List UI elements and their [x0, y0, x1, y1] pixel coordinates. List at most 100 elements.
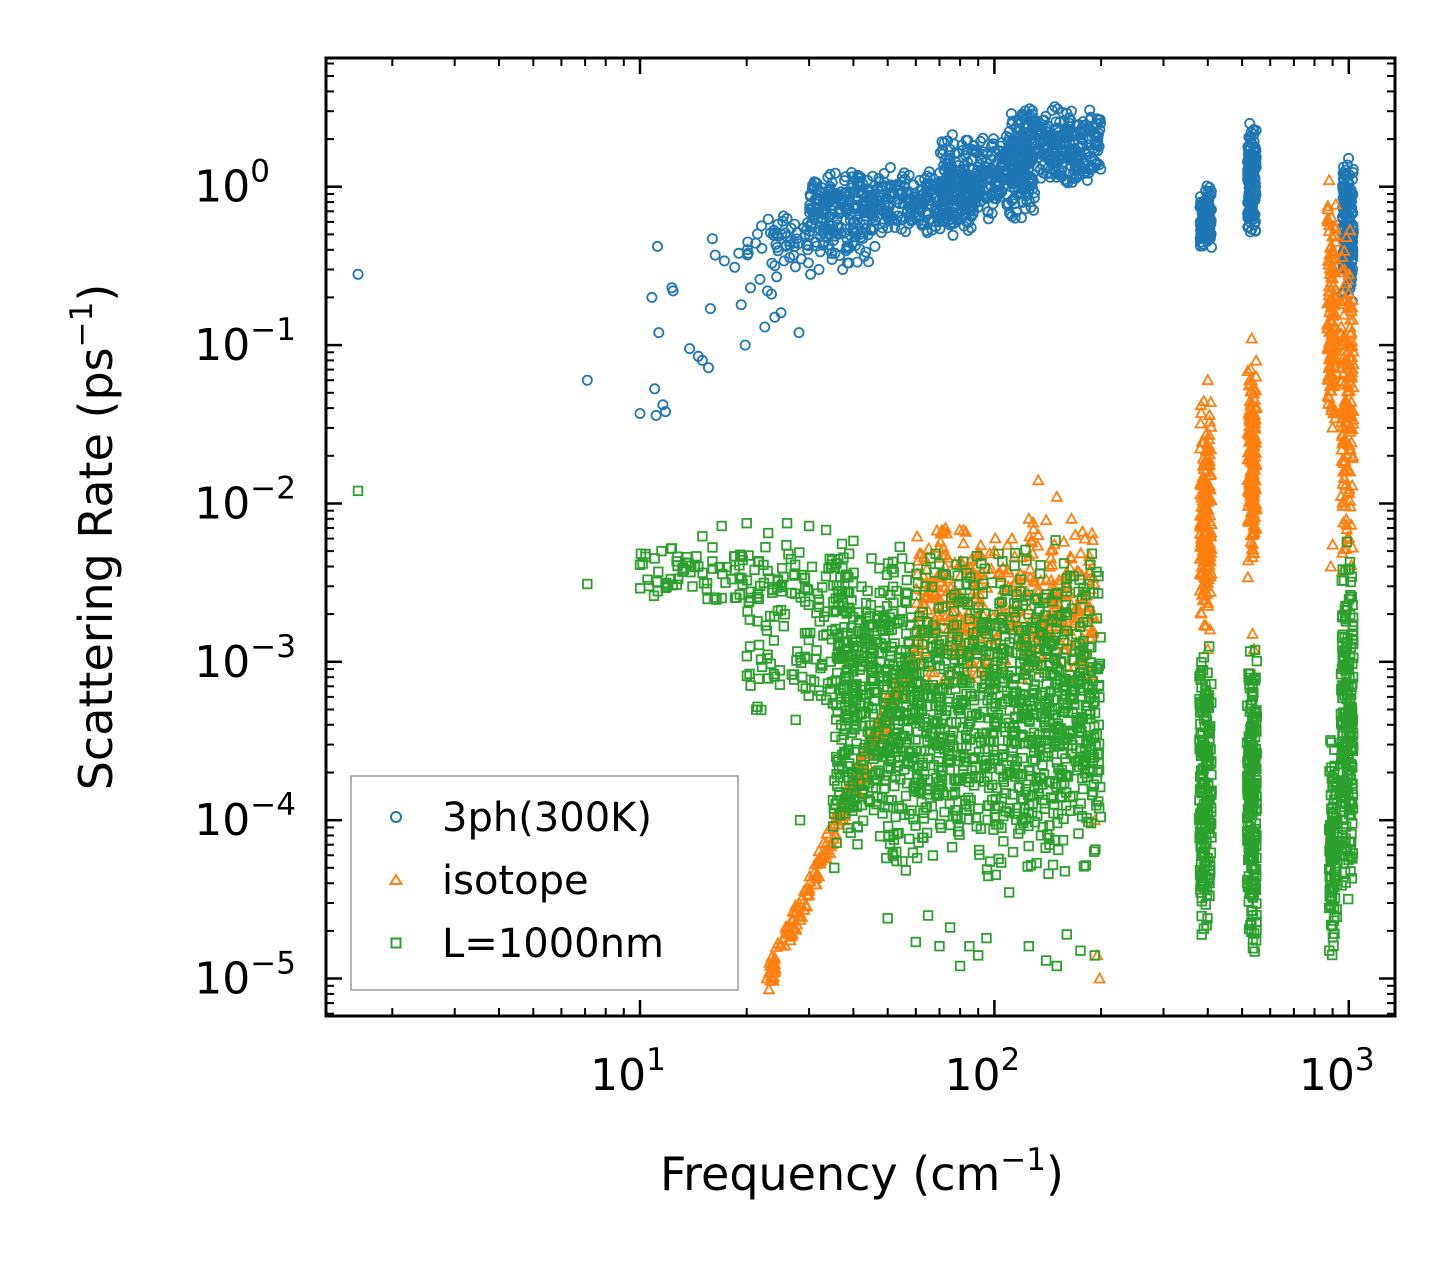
3ph-300k--point — [706, 233, 718, 245]
3ph-300k--point — [925, 177, 937, 189]
l-1000nm-point — [811, 607, 822, 619]
3ph-300k--point — [1015, 159, 1027, 171]
3ph-300k--point — [957, 171, 969, 183]
l-1000nm-point — [671, 579, 683, 590]
isotope-point — [953, 523, 967, 535]
3ph-300k--point — [881, 191, 893, 203]
isotope-point — [1075, 524, 1090, 537]
isotope-point — [1031, 473, 1045, 486]
isotope-point — [1336, 515, 1350, 528]
isotope-point — [1043, 559, 1057, 572]
isotope-point — [1248, 421, 1262, 434]
l-1000nm-point — [802, 584, 813, 595]
isotope-point — [812, 844, 826, 856]
isotope-point — [1345, 478, 1359, 491]
isotope-point — [1093, 971, 1107, 984]
isotope-point — [1341, 301, 1355, 314]
l-1000nm-point — [744, 641, 756, 652]
3ph-300k--point — [825, 204, 837, 216]
3ph-300k--point — [990, 159, 1002, 171]
3ph-300k--point — [1012, 114, 1024, 126]
isotope-point — [955, 620, 969, 632]
isotope-point — [1245, 331, 1259, 344]
isotope-point — [1325, 397, 1339, 410]
l-1000nm-point — [894, 541, 906, 553]
isotope-point — [914, 600, 928, 612]
l-1000nm-point — [927, 850, 939, 861]
3ph-300k--point — [704, 303, 716, 315]
isotope-point — [1343, 320, 1357, 333]
3ph-300k--point — [1063, 127, 1075, 139]
3ph-300k--point — [1058, 115, 1070, 127]
isotope-point — [1199, 532, 1213, 545]
isotope-point — [990, 629, 1004, 642]
l-1000nm-point — [857, 815, 869, 826]
3ph-300k--point — [806, 203, 818, 215]
l-1000nm-point — [756, 661, 768, 673]
isotope-point — [1200, 444, 1214, 457]
l-1000nm-point — [1058, 558, 1070, 569]
3ph-300k--point — [1055, 169, 1067, 181]
3ph-300k--point — [709, 249, 721, 261]
l-1000nm-point — [744, 614, 756, 625]
isotope-point — [938, 548, 952, 560]
3ph-300k--point — [853, 170, 865, 182]
3ph-300k--point — [973, 179, 985, 191]
3ph-300k--point — [739, 339, 751, 351]
isotope-point — [822, 822, 836, 834]
3ph-300k--point — [889, 221, 901, 233]
isotope-point — [1339, 230, 1353, 243]
isotope-point — [813, 856, 828, 869]
l-1000nm-point — [734, 589, 746, 600]
3ph-300k--point — [916, 198, 928, 210]
3ph-300k--point — [660, 406, 672, 418]
l-1000nm-point — [840, 569, 852, 580]
l-1000nm-point — [998, 836, 1009, 847]
3ph-300k--point — [1343, 152, 1355, 164]
isotope-point — [1044, 573, 1058, 586]
isotope-point — [1247, 438, 1261, 451]
3ph-300k--point — [769, 260, 781, 272]
isotope-point — [1193, 526, 1207, 539]
3ph-300k--point — [939, 165, 951, 177]
isotope-point — [912, 547, 926, 559]
isotope-point — [803, 869, 817, 882]
isotope-point — [1338, 394, 1352, 407]
isotope-point — [779, 919, 793, 932]
isotope-point — [768, 964, 782, 977]
l-1000nm-point — [901, 574, 913, 586]
3ph-300k--point — [754, 273, 766, 285]
isotope-point — [1322, 294, 1336, 307]
isotope-point — [1204, 517, 1218, 530]
3ph-300k--point — [789, 261, 801, 273]
isotope-point — [1337, 377, 1351, 390]
isotope-point — [1323, 247, 1337, 260]
isotope-point — [1249, 353, 1263, 366]
3ph-300k--point — [1052, 103, 1064, 115]
isotope-point — [1329, 197, 1343, 210]
isotope-point — [1249, 482, 1263, 495]
l-1000nm-point — [830, 731, 841, 743]
3ph-300k--point — [1244, 117, 1256, 129]
3ph-300k--point — [771, 241, 783, 253]
isotope-point — [1322, 173, 1336, 186]
3ph-300k--point — [1015, 187, 1027, 199]
l-1000nm-point — [836, 538, 848, 550]
isotope-point — [1343, 223, 1357, 236]
isotope-point — [1326, 537, 1340, 550]
l-1000nm-point — [716, 592, 727, 604]
isotope-point — [1199, 593, 1213, 605]
isotope-point — [1076, 598, 1090, 611]
l-1000nm-point — [973, 803, 984, 814]
l-1000nm-point — [829, 862, 840, 874]
isotope-point — [1193, 567, 1207, 579]
isotope-point — [910, 596, 924, 608]
l-1000nm-point — [776, 579, 788, 591]
isotope-point — [1086, 626, 1100, 639]
isotope-point — [817, 848, 831, 861]
isotope-point — [1324, 347, 1338, 360]
isotope-point — [1244, 414, 1258, 426]
l-1000nm-point — [701, 583, 713, 595]
l-1000nm-point — [777, 562, 788, 574]
3ph-300k--point — [1052, 122, 1064, 134]
